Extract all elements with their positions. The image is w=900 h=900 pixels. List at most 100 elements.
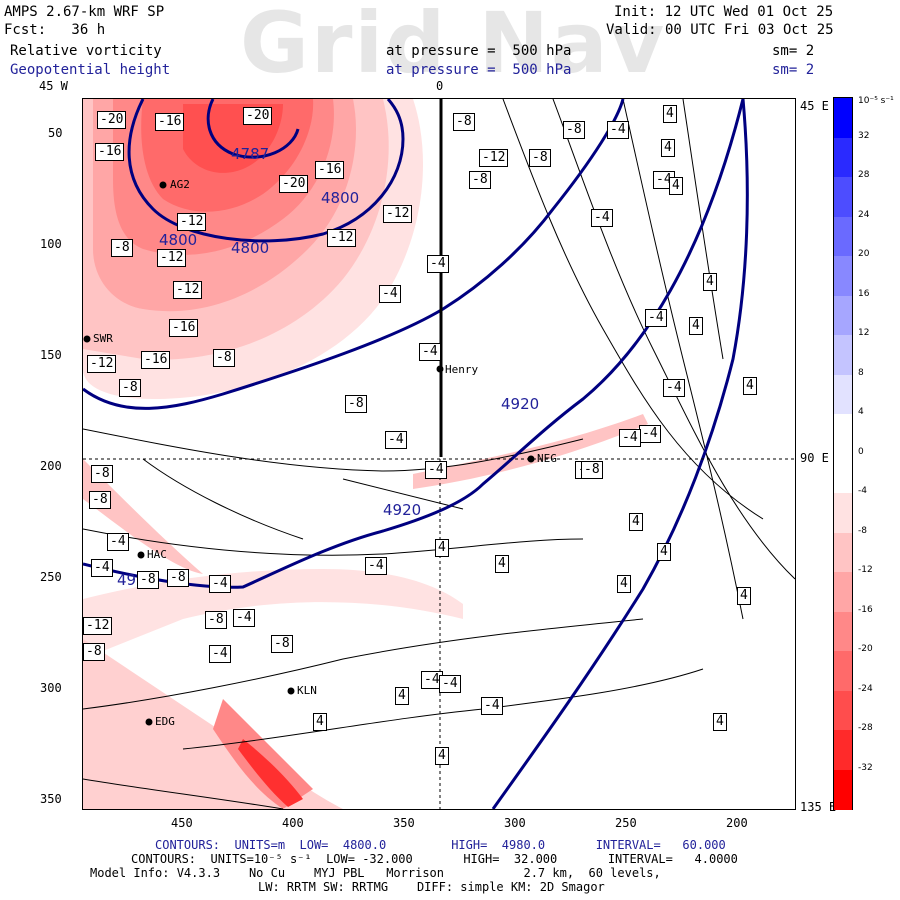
vorticity-contour-label: 4	[737, 587, 751, 605]
vorticity-contour-label: -8	[345, 395, 367, 413]
colorbar-unit: 10⁻⁵ s⁻¹	[858, 96, 894, 106]
map-plot-area[interactable]: AG2 SWR Henry NEG HAC KLN EDG 4787 4800 48…	[82, 98, 796, 810]
lon-label-135e: 135 E	[800, 800, 837, 814]
vorticity-contour-label: 4	[703, 273, 717, 291]
vorticity-contour-label: -4	[91, 559, 113, 577]
vorticity-contour-label: -4	[619, 429, 641, 447]
vorticity-contour-label: -4	[385, 431, 407, 449]
vorticity-contour-label: 4	[663, 105, 677, 123]
vorticity-contour-label: 4	[689, 317, 703, 335]
model-title: AMPS 2.67-km WRF SP	[4, 4, 165, 20]
vorticity-contour-label: -4	[425, 461, 447, 479]
height-contour-label: 4800	[231, 239, 270, 257]
station-label: Henry	[445, 363, 479, 376]
height-contour-label: 4787	[231, 145, 270, 163]
colorbar-segment	[834, 177, 852, 217]
height-contour-label: 4800	[159, 231, 198, 249]
vorticity-contour-label: 4	[617, 575, 631, 593]
colorbar-label: 20	[858, 249, 870, 259]
station-label: KLN	[297, 684, 317, 697]
vorticity-contour-label: -8	[137, 571, 159, 589]
vorticity-contour-label: -4	[421, 671, 443, 689]
colorbar-segment	[834, 611, 852, 652]
vorticity-contour-label: -16	[155, 113, 185, 131]
init-time: Init: 12 UTC Wed 01 Oct 25	[614, 4, 834, 20]
field1-pressure: at pressure = 500 hPa	[386, 43, 572, 59]
vorticity-contour-label: -4	[591, 209, 613, 227]
vorticity-contour-label: -4	[439, 675, 461, 693]
vorticity-contour-label: -4	[233, 609, 255, 627]
vorticity-contour-label: -4	[209, 645, 231, 663]
colorbar-segment	[834, 216, 852, 257]
colorbar-segment	[834, 572, 852, 612]
vorticity-contour-label: -4	[663, 379, 685, 397]
x-tick: 350	[393, 816, 415, 830]
colorbar-segment	[834, 453, 852, 494]
vorticity-contour-label: -20	[279, 175, 309, 193]
vorticity-contour-label: -8	[91, 465, 113, 483]
colorbar-label: 28	[858, 170, 870, 180]
colorbar-segment	[834, 769, 852, 810]
vorticity-contour-label: -4	[639, 425, 661, 443]
colorbar-label: 4	[858, 407, 864, 417]
colorbar-segment	[834, 256, 852, 296]
colorbar-segment	[834, 493, 852, 533]
vorticity-contour-label: 4	[435, 747, 449, 765]
colorbar	[833, 97, 853, 810]
vorticity-contour-label: -8	[529, 149, 551, 167]
vorticity-contour-label: -4	[645, 309, 667, 327]
vorticity-contour-label: -4	[427, 255, 449, 273]
colorbar-label: 12	[858, 328, 870, 338]
colorbar-label: -16	[858, 604, 873, 615]
colorbar-segment	[834, 651, 852, 691]
station-label: HAC	[147, 548, 167, 561]
colorbar-label: -32	[858, 762, 873, 773]
field2-sm: sm= 2	[772, 62, 815, 78]
vorticity-contour-label: -16	[141, 351, 171, 369]
vorticity-contour-label: 4	[669, 177, 683, 195]
vorticity-contour-label: -12	[173, 281, 203, 299]
colorbar-segment	[834, 730, 852, 770]
valid-time: Valid: 00 UTC Fri 03 Oct 25	[606, 22, 834, 38]
height-contour-label: 4920	[383, 501, 422, 519]
colorbar-label: -8	[858, 525, 867, 536]
station-label: AG2	[170, 178, 190, 191]
colorbar-label: 0	[858, 446, 864, 457]
colorbar-label: 32	[858, 130, 870, 141]
colorbar-label: -4	[858, 486, 867, 496]
station-label: EDG	[155, 715, 175, 728]
vorticity-contour-label: -16	[315, 161, 345, 179]
vorticity-contour-label: -8	[111, 239, 133, 257]
vorticity-contour-label: -12	[327, 229, 357, 247]
footer-vorticity-contours: CONTOURS: UNITS=10⁻⁵ s⁻¹ LOW= -32.000 HI…	[131, 852, 738, 866]
vorticity-contour-label: -4	[419, 343, 441, 361]
vorticity-contour-label: -12	[383, 205, 413, 223]
vorticity-fills	[83, 99, 648, 809]
vorticity-contour-label: 4	[495, 555, 509, 573]
colorbar-label: -28	[858, 723, 873, 733]
x-tick: 300	[504, 816, 526, 830]
colorbar-label: 24	[858, 209, 870, 220]
y-tick: 350	[40, 792, 62, 806]
vorticity-contour-label: -12	[479, 149, 509, 167]
colorbar-label: 16	[858, 288, 870, 299]
vorticity-contour-label: -16	[169, 319, 199, 337]
lon-label-45e: 45 E	[800, 99, 829, 113]
vorticity-contour-label: 4	[743, 377, 757, 395]
vorticity-contour-label: 4	[713, 713, 727, 731]
colorbar-segment	[834, 98, 852, 138]
colorbar-label: -24	[858, 683, 873, 694]
colorbar-segment	[834, 335, 852, 375]
vorticity-contour-label: -20	[97, 111, 127, 129]
colorbar-label: 8	[858, 367, 864, 378]
vorticity-contour-label: -8	[453, 113, 475, 131]
vorticity-contour-label: -16	[95, 143, 125, 161]
colorbar-segment	[834, 690, 852, 731]
lon-label-90e: 90 E	[800, 451, 829, 465]
colorbar-segment	[834, 532, 852, 573]
field1-name: Relative vorticity	[10, 43, 162, 59]
y-tick: 250	[40, 570, 62, 584]
vorticity-contour-label: -8	[83, 643, 105, 661]
vorticity-contour-label: -12	[87, 355, 117, 373]
x-tick: 400	[282, 816, 304, 830]
